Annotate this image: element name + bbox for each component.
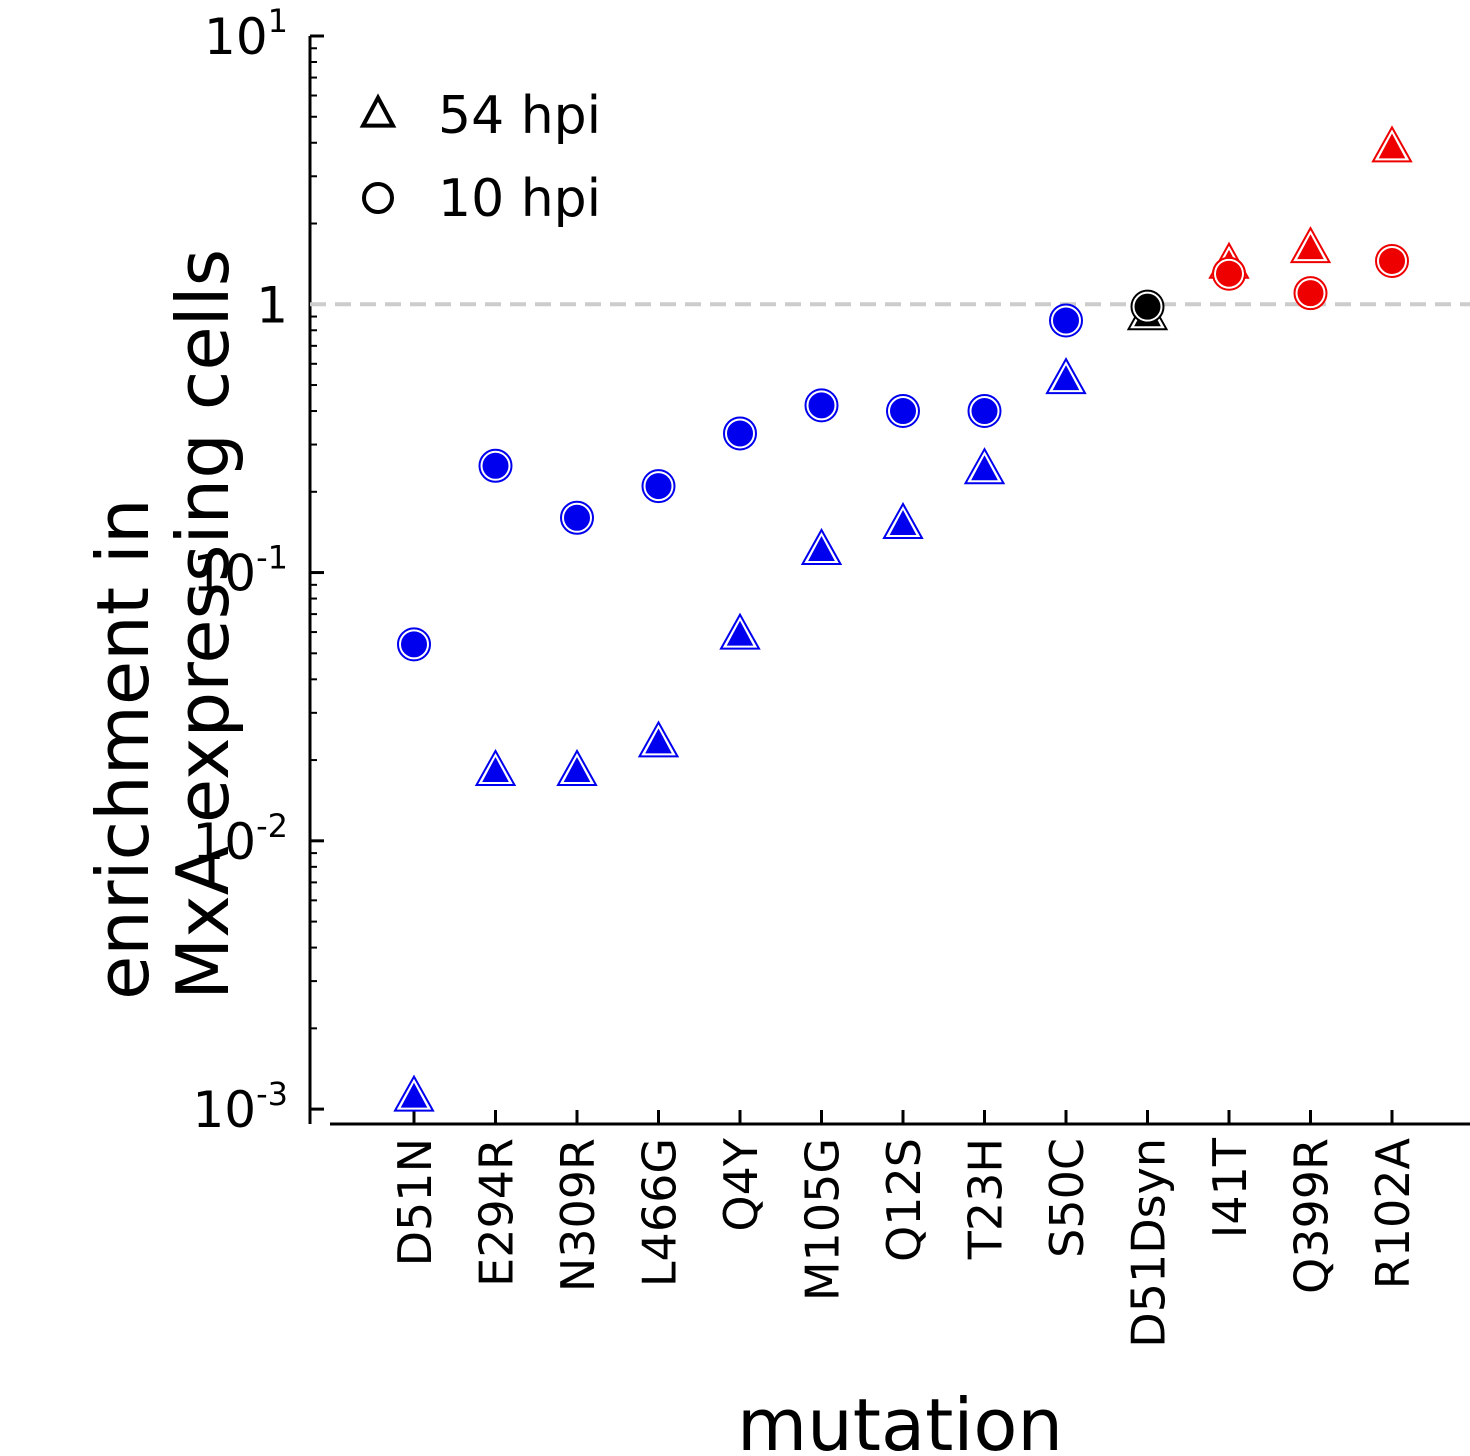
x-tick-label: Q399R <box>1285 1138 1339 1294</box>
triangle-point-outline <box>393 1074 435 1112</box>
circle-point-outline <box>1375 243 1409 278</box>
x-tick-label: D51N <box>388 1138 442 1266</box>
triangle-point <box>641 724 676 756</box>
circle-point-outline <box>886 394 920 429</box>
triangle-point <box>1293 230 1328 262</box>
triangle-point <box>1049 360 1083 393</box>
circle-point-outline <box>1293 276 1328 311</box>
triangle-point <box>723 616 757 648</box>
triangle-point-outline <box>474 748 517 786</box>
x-tick-label: L466G <box>633 1138 687 1287</box>
data-points <box>393 125 1413 1112</box>
circle-point-outline <box>967 394 1002 429</box>
triangle-point-outline <box>882 501 924 539</box>
legend-label: 54 hpi <box>438 86 601 146</box>
circle-point-outline <box>641 469 676 504</box>
circle-point-outline <box>723 416 757 451</box>
axes: 10-3 10-2 10-1 1 101 D51N E294R N309R L466G Q4Y M1… <box>192 2 1470 1348</box>
triangle-point-outline <box>719 612 761 650</box>
legend: 54 hpi 10 hpi <box>359 86 601 229</box>
x-tick-label: I41T <box>1203 1137 1257 1238</box>
circle-point-outline <box>397 627 431 662</box>
legend-circle-marker <box>362 182 394 214</box>
x-tick-label: E294R <box>470 1138 524 1287</box>
circle-point <box>1132 291 1163 322</box>
legend-label: 10 hpi <box>438 169 601 229</box>
circle-point-outline <box>1212 256 1246 291</box>
circle-point <box>480 450 511 481</box>
circle-point <box>399 629 429 660</box>
x-tick-label: S50C <box>1040 1138 1094 1258</box>
triangle-point <box>478 752 513 784</box>
x-tick-label: Q12S <box>877 1138 931 1262</box>
y-tick-label: 101 <box>204 2 288 66</box>
y-tick-label: 10-2 <box>192 807 288 871</box>
x-tick-label: N309R <box>551 1138 605 1292</box>
triangle-point <box>804 531 839 563</box>
triangle-point-outline <box>556 748 598 786</box>
y-axis-title-line-1: enrichment in <box>81 498 165 1000</box>
circle-point <box>643 471 674 502</box>
x-tick-label: D51Dsyn <box>1122 1138 1176 1348</box>
circle-point <box>888 396 918 427</box>
circle-point <box>806 390 837 421</box>
triangle-point-outline <box>800 527 843 565</box>
triangle-point <box>1375 129 1409 161</box>
triangle-point-outline <box>637 720 680 758</box>
circle-point-outline <box>1049 303 1083 338</box>
triangle-point <box>886 505 920 537</box>
triangle-point <box>397 1078 431 1110</box>
triangle-point-outline <box>1045 357 1087 395</box>
legend-triangle-marker <box>359 93 397 128</box>
y-tick-label: 10-3 <box>192 1075 288 1139</box>
triangle-point-outline <box>1289 226 1332 264</box>
circle-point <box>1377 245 1407 276</box>
circle-point-outline <box>804 388 839 423</box>
circle-point <box>725 418 755 449</box>
circle-point-outline <box>478 448 513 483</box>
x-tick-label: Q4Y <box>714 1137 768 1231</box>
circle-point <box>969 396 1000 427</box>
triangle-point-outline <box>1371 125 1413 163</box>
x-tick-label: M105G <box>796 1138 850 1301</box>
x-tick-label: R102A <box>1366 1137 1420 1289</box>
triangle-point-outline <box>963 447 1006 485</box>
circle-point <box>1295 278 1326 309</box>
x-axis-title: mutation <box>737 1383 1063 1456</box>
axis-titles: mutation enrichment in MxA expressing ce… <box>81 249 1063 1456</box>
triangle-point <box>560 752 594 784</box>
circle-point-outline <box>560 500 594 535</box>
circle-point <box>1051 305 1081 336</box>
x-tick-label: T23H <box>959 1138 1013 1260</box>
y-axis-title-line-2: MxA expressing cells <box>161 249 245 1000</box>
y-tick-label: 1 <box>256 276 288 334</box>
circle-point <box>562 502 592 533</box>
circle-point-outline <box>1130 289 1165 324</box>
y-tick-label: 10-1 <box>192 539 288 603</box>
circle-point <box>1214 258 1244 289</box>
triangle-point <box>967 451 1002 483</box>
